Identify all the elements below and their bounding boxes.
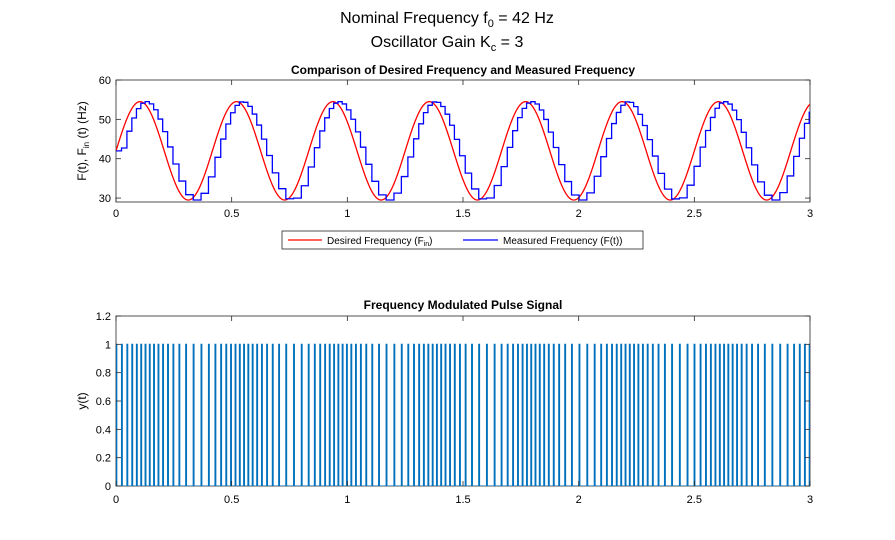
- figure-title-line1: Nominal Frequency f0 = 42 Hz: [340, 10, 554, 30]
- pulse-x-tick-label: 2: [576, 494, 582, 506]
- freq-x-tick-label: 2.5: [687, 208, 702, 220]
- freq-y-tick-label: 30: [99, 193, 111, 205]
- frequency-comparison-axes: Comparison of Desired Frequency and Meas…: [75, 63, 813, 220]
- desired-frequency-line: [116, 100, 810, 201]
- freq-y-tick-label: 60: [99, 75, 111, 87]
- pulse-x-tick-label: 0.5: [224, 494, 239, 506]
- freq-x-tick-label: 3: [807, 208, 813, 220]
- pulse-y-tick-label: 0.2: [96, 453, 111, 465]
- frequency-y-axis-label: F(t), Fin (t) (Hz): [75, 101, 91, 181]
- pulse-signal-line: [116, 343, 810, 486]
- freq-x-tick-label: 0: [113, 208, 119, 220]
- figure-title-line2: Oscillator Gain Kc = 3: [371, 34, 524, 54]
- freq-x-tick-label: 2: [576, 208, 582, 220]
- pulse-y-tick-label: 0.6: [96, 396, 111, 408]
- freq-x-tick-label: 1: [344, 208, 350, 220]
- measured-frequency-line: [116, 101, 810, 201]
- pulse-y-tick-label: 0: [105, 481, 111, 493]
- pulse-x-tick-label: 3: [807, 494, 813, 506]
- freq-x-tick-label: 0.5: [224, 208, 239, 220]
- pulse-y-tick-label: 0.4: [96, 424, 111, 436]
- pulse-y-axis-label: y(t): [75, 392, 89, 409]
- pulse-x-tick-label: 2.5: [687, 494, 702, 506]
- freq-y-tick-label: 40: [99, 154, 111, 166]
- pulse-y-tick-label: 1: [105, 339, 111, 351]
- pulse-signal-axes: Frequency Modulated Pulse Signal 0 0.5 1 1.…: [75, 298, 813, 506]
- pulse-x-tick-label: 1.5: [455, 494, 470, 506]
- frequency-legend: Desired Frequency (Fin) Measured Frequen…: [281, 230, 644, 250]
- freq-x-tick-label: 1.5: [455, 208, 470, 220]
- pulse-signal-title: Frequency Modulated Pulse Signal: [364, 298, 563, 312]
- pulse-y-tick-label: 0.8: [96, 368, 111, 380]
- legend-desired-label: Desired Frequency (Fin): [327, 236, 433, 248]
- legend-box: [281, 230, 644, 250]
- pulse-x-tick-label: 1: [344, 494, 350, 506]
- frequency-comparison-title: Comparison of Desired Frequency and Meas…: [291, 63, 635, 77]
- freq-y-tick-label: 50: [99, 114, 111, 126]
- pulse-x-tick-label: 0: [113, 494, 119, 506]
- pulse-y-tick-label: 1.2: [96, 311, 111, 323]
- legend-measured-label: Measured Frequency (F(t)): [503, 236, 622, 247]
